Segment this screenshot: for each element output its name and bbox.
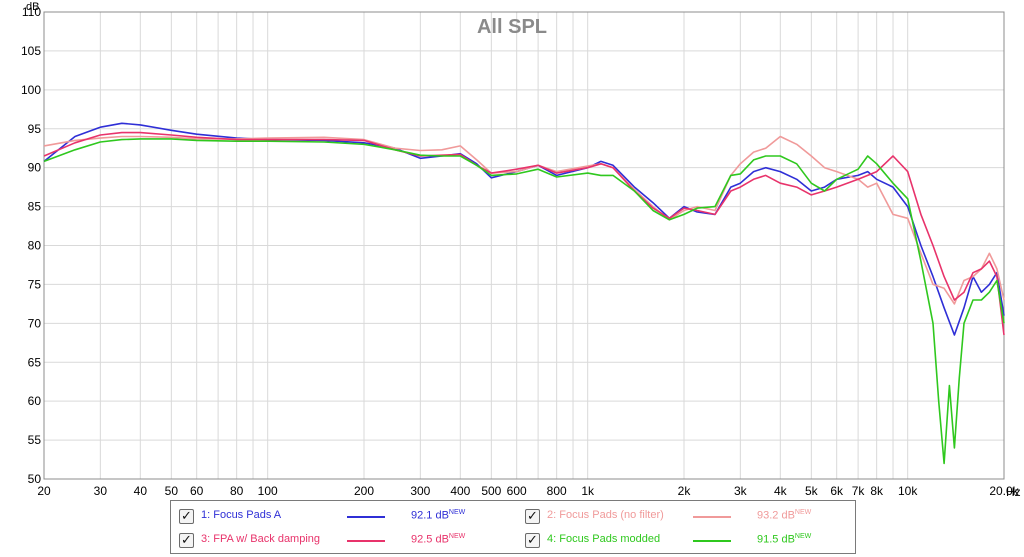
- x-tick-label: 8k: [870, 484, 884, 498]
- x-tick-label: 1k: [581, 484, 595, 498]
- y-tick-label: 50: [28, 472, 42, 486]
- series-layer: [43, 122, 1005, 465]
- y-tick-label: 95: [28, 122, 42, 136]
- y-tick-label: 65: [28, 355, 42, 369]
- legend-row: ✓ 3: FPA w/ Back damping 92.5 dBNEW ✓ 4:…: [171, 529, 855, 553]
- new-badge: NEW: [794, 509, 812, 516]
- x-tick-label: 4k: [774, 484, 788, 498]
- legend-label: 1: Focus Pads A: [201, 509, 282, 521]
- level-value: 92.1 dB: [411, 509, 449, 522]
- x-tick-label: 300: [410, 484, 430, 498]
- legend-entry-fpa-back-damping: ✓ 3: FPA w/ Back damping 92.5 dBNEW: [171, 529, 511, 553]
- x-tick-label: 60: [190, 484, 204, 498]
- level-value: 93.2 dB: [757, 509, 795, 522]
- series-line-3: [43, 131, 1005, 336]
- legend-swatch: [347, 516, 385, 518]
- legend-swatch: [347, 540, 385, 542]
- x-tick-label: 6k: [830, 484, 844, 498]
- x-tick-label: 50: [165, 484, 179, 498]
- series-3-checkbox[interactable]: ✓: [179, 533, 194, 548]
- series-4-checkbox[interactable]: ✓: [525, 533, 540, 548]
- x-tick-label: 10k: [898, 484, 918, 498]
- y-axis-unit: dB: [26, 1, 39, 13]
- y-tick-label: 85: [28, 200, 42, 214]
- y-tick-label: 90: [28, 161, 42, 175]
- series-line-4: [43, 138, 1005, 465]
- y-tick-label: 105: [21, 44, 41, 58]
- series-line-1: [43, 122, 1005, 336]
- legend-entry-focus-pads-a: ✓ 1: Focus Pads A 92.1 dBNEW: [171, 505, 511, 529]
- x-tick-label: 400: [450, 484, 470, 498]
- level-value: 91.5 dB: [757, 533, 795, 546]
- legend-swatch: [693, 516, 731, 518]
- grid: [43, 11, 1005, 480]
- x-tick-label: 500: [481, 484, 501, 498]
- series-2-checkbox[interactable]: ✓: [525, 509, 540, 524]
- legend-value: 92.5 dBNEW: [411, 533, 465, 546]
- x-tick-label: 2k: [678, 484, 692, 498]
- x-axis-unit: Hz: [1006, 485, 1021, 499]
- legend-value: 91.5 dBNEW: [757, 533, 811, 546]
- x-tick-label: 100: [258, 484, 278, 498]
- x-tick-label: 3k: [734, 484, 748, 498]
- legend-value: 93.2 dBNEW: [757, 509, 811, 522]
- y-tick-label: 80: [28, 239, 42, 253]
- new-badge: NEW: [448, 533, 466, 540]
- series-line-2: [43, 135, 1005, 305]
- x-tick-label: 600: [507, 484, 527, 498]
- y-tick-label: 110: [22, 5, 41, 19]
- legend: ✓ 1: Focus Pads A 92.1 dBNEW ✓ 2: Focus …: [170, 500, 856, 554]
- chart-title: All SPL: [477, 16, 547, 38]
- x-tick-label: 20.0k: [989, 484, 1019, 498]
- tick-labels: 20 30 40 50 60 80 100 200 300 400 500 600 800 1k 2k 3k 4…: [21, 5, 1020, 498]
- series-1-checkbox[interactable]: ✓: [179, 509, 194, 524]
- y-tick-label: 75: [28, 277, 42, 291]
- y-tick-label: 60: [28, 394, 42, 408]
- x-tick-label: 5k: [805, 484, 819, 498]
- legend-label: 2: Focus Pads (no filter): [547, 509, 664, 521]
- y-tick-label: 70: [28, 316, 42, 330]
- new-badge: NEW: [794, 533, 812, 540]
- level-value: 92.5 dB: [411, 533, 449, 546]
- x-tick-label: 20: [37, 484, 51, 498]
- legend-entry-focus-pads-no-filter: ✓ 2: Focus Pads (no filter) 93.2 dBNEW: [517, 505, 857, 529]
- plot-frame: [43, 11, 1005, 480]
- legend-row: ✓ 1: Focus Pads A 92.1 dBNEW ✓ 2: Focus …: [171, 505, 855, 529]
- y-tick-label: 100: [21, 83, 41, 97]
- new-badge: NEW: [448, 509, 466, 516]
- x-tick-label: 80: [230, 484, 244, 498]
- legend-value: 92.1 dBNEW: [411, 509, 465, 522]
- legend-label: 4: Focus Pads modded: [547, 533, 661, 545]
- legend-swatch: [693, 540, 731, 542]
- legend-label: 3: FPA w/ Back damping: [201, 533, 321, 545]
- x-tick-label: 40: [134, 484, 148, 498]
- x-tick-label: 800: [547, 484, 567, 498]
- legend-entry-focus-pads-modded: ✓ 4: Focus Pads modded 91.5 dBNEW: [517, 529, 857, 553]
- x-tick-label: 30: [94, 484, 108, 498]
- x-tick-label: 200: [354, 484, 374, 498]
- x-tick-label: 7k: [852, 484, 866, 498]
- y-tick-label: 55: [28, 433, 42, 447]
